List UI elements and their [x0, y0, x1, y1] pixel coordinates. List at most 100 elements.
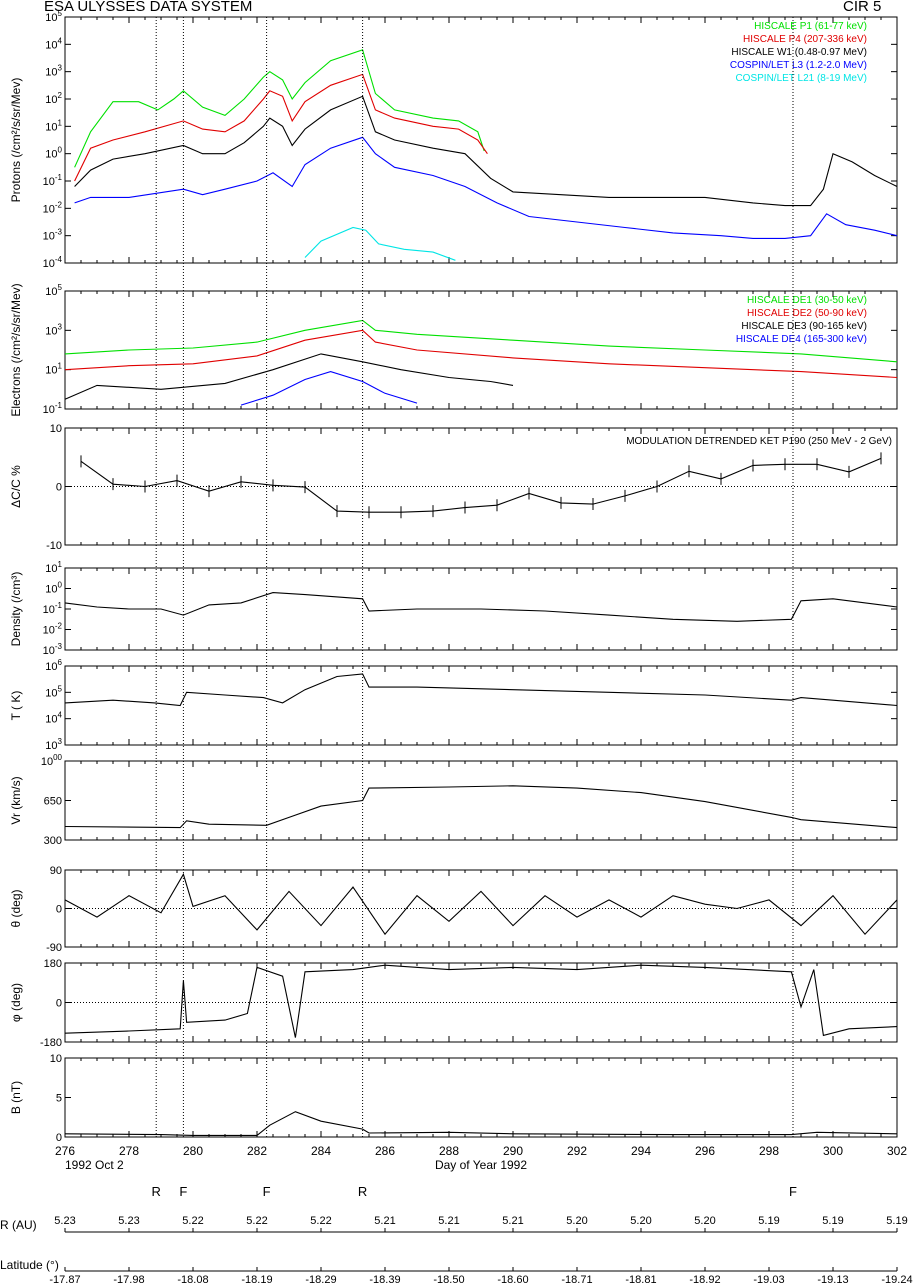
r-au-value: 5.22 — [182, 1215, 203, 1227]
y-tick-label: 300 — [44, 835, 62, 847]
cir-id: CIR 5 — [843, 0, 882, 15]
x-tick-label: 288 — [439, 1144, 459, 1158]
series-line-1 — [64, 592, 898, 622]
latitude-value: -18.08 — [177, 1274, 208, 1286]
legend-entry: HISCALE P4 (207-336 keV) — [743, 34, 867, 45]
panel-9 — [64, 1057, 898, 1138]
panel-annotation: MODULATION DETRENDED KET P190 (250 MeV -… — [626, 436, 892, 447]
y-tick-label: 10 — [50, 1053, 62, 1065]
latitude-label: Latitude (°) — [0, 1258, 59, 1272]
series-line-2 — [74, 73, 488, 182]
legend-entry: HISCALE DE4 (165-300 keV) — [736, 334, 867, 345]
event-label: F — [263, 1184, 271, 1199]
x-tick-label: 284 — [311, 1144, 331, 1158]
panel-8 — [64, 962, 898, 1043]
x-tick-label: 290 — [503, 1144, 523, 1158]
panel-frame — [64, 1057, 898, 1138]
legend-entry: HISCALE DE2 (50-90 keV) — [747, 308, 867, 319]
r-au-value: 5.22 — [310, 1215, 331, 1227]
y-tick-label: 104 — [45, 711, 62, 726]
legend-entry: HISCALE DE1 (30-50 keV) — [747, 295, 867, 306]
event-label: F — [179, 1184, 187, 1199]
x-tick-label: 280 — [183, 1144, 203, 1158]
latitude-value: -19.24 — [881, 1274, 912, 1286]
latitude-value: -19.03 — [753, 1274, 784, 1286]
latitude-value: -19.13 — [817, 1274, 848, 1286]
y-tick-label: 10-4 — [43, 255, 63, 270]
x-tick-label: 286 — [375, 1144, 395, 1158]
y-tick-label: 10-2 — [43, 622, 63, 637]
y-tick-label: -90 — [46, 942, 62, 954]
y-tick-label: 101 — [45, 362, 62, 377]
x-tick-label: 300 — [823, 1144, 843, 1158]
series-line-4 — [74, 136, 898, 239]
series-line-1 — [64, 872, 898, 936]
latitude-value: -18.92 — [689, 1274, 720, 1286]
y-tick-label: 106 — [45, 658, 62, 673]
y-tick-label: 104 — [45, 36, 62, 51]
latitude-value: -18.19 — [241, 1274, 272, 1286]
r-au-value: 5.21 — [374, 1215, 395, 1227]
y-axis-label: Density (/cm³) — [9, 572, 23, 647]
event-label: F — [789, 1184, 797, 1199]
y-tick-label: 10-1 — [43, 401, 63, 416]
y-tick-label: 10 — [50, 423, 62, 435]
y-tick-label: 10-3 — [43, 228, 63, 243]
x-tick-label: 276 — [55, 1144, 75, 1158]
series-line-3 — [74, 95, 898, 207]
y-tick-label: 101 — [45, 560, 62, 575]
y-tick-label: 0 — [56, 482, 62, 494]
panel-5 — [64, 665, 898, 746]
y-tick-label: 0 — [56, 1132, 62, 1144]
r-au-value: 5.19 — [758, 1215, 779, 1227]
latitude-value: -17.98 — [113, 1274, 144, 1286]
system-title: ESA ULYSSES DATA SYSTEM — [44, 0, 253, 15]
series-line-1 — [74, 49, 485, 168]
series-line-5 — [304, 226, 456, 261]
y-tick-label: 103 — [45, 64, 62, 79]
r-au-value: 5.20 — [566, 1215, 587, 1227]
y-tick-label: 10-3 — [43, 642, 63, 657]
y-tick-label: 10-1 — [43, 601, 63, 616]
panel-frame — [64, 665, 898, 746]
legend-entry: COSPIN/LET L21 (8-19 MeV) — [735, 73, 867, 84]
y-tick-label: 100 — [45, 146, 62, 161]
r-au-value: 5.21 — [502, 1215, 523, 1227]
y-axis-label: Vr (km/s) — [9, 776, 23, 824]
y-tick-label: 105 — [45, 283, 62, 298]
y-tick-label: 650 — [44, 796, 62, 808]
y-tick-label: 10-2 — [43, 200, 63, 215]
series-line-1 — [80, 457, 882, 513]
x-tick-label: 302 — [887, 1144, 907, 1158]
panel-frame — [64, 760, 898, 841]
r-au-label: R (AU) — [0, 1218, 37, 1232]
latitude-value: -18.81 — [625, 1274, 656, 1286]
r-au-value: 5.20 — [694, 1215, 715, 1227]
legend-entry: HISCALE P1 (61-77 keV) — [754, 21, 867, 32]
series-line-4 — [240, 371, 418, 406]
r-au-value: 5.20 — [630, 1215, 651, 1227]
r-au-value: 5.21 — [438, 1215, 459, 1227]
y-axis-label: ΔC/C % — [9, 465, 23, 508]
panel-1 — [64, 16, 898, 264]
event-label: R — [358, 1184, 367, 1199]
series-line-1 — [64, 1111, 898, 1136]
latitude-value: -18.29 — [305, 1274, 336, 1286]
y-tick-label: 1000 — [41, 753, 63, 768]
series-line-1 — [64, 319, 898, 363]
x-tick-label: 296 — [695, 1144, 715, 1158]
series-line-1 — [64, 964, 898, 1038]
legend-entry: COSPIN/LET L3 (1.2-2.0 MeV) — [730, 60, 867, 71]
y-tick-label: 101 — [45, 118, 62, 133]
y-tick-label: 0 — [56, 904, 62, 916]
r-au-value: 5.23 — [54, 1215, 75, 1227]
y-axis-label: θ (deg) — [9, 889, 23, 927]
latitude-value: -18.39 — [369, 1274, 400, 1286]
r-au-value: 5.23 — [118, 1215, 139, 1227]
y-tick-label: 100 — [45, 581, 62, 596]
series-line-3 — [64, 353, 514, 400]
x-axis-label: Day of Year 1992 — [435, 1158, 527, 1172]
start-date: 1992 Oct 2 — [65, 1158, 124, 1172]
r-au-value: 5.19 — [886, 1215, 907, 1227]
